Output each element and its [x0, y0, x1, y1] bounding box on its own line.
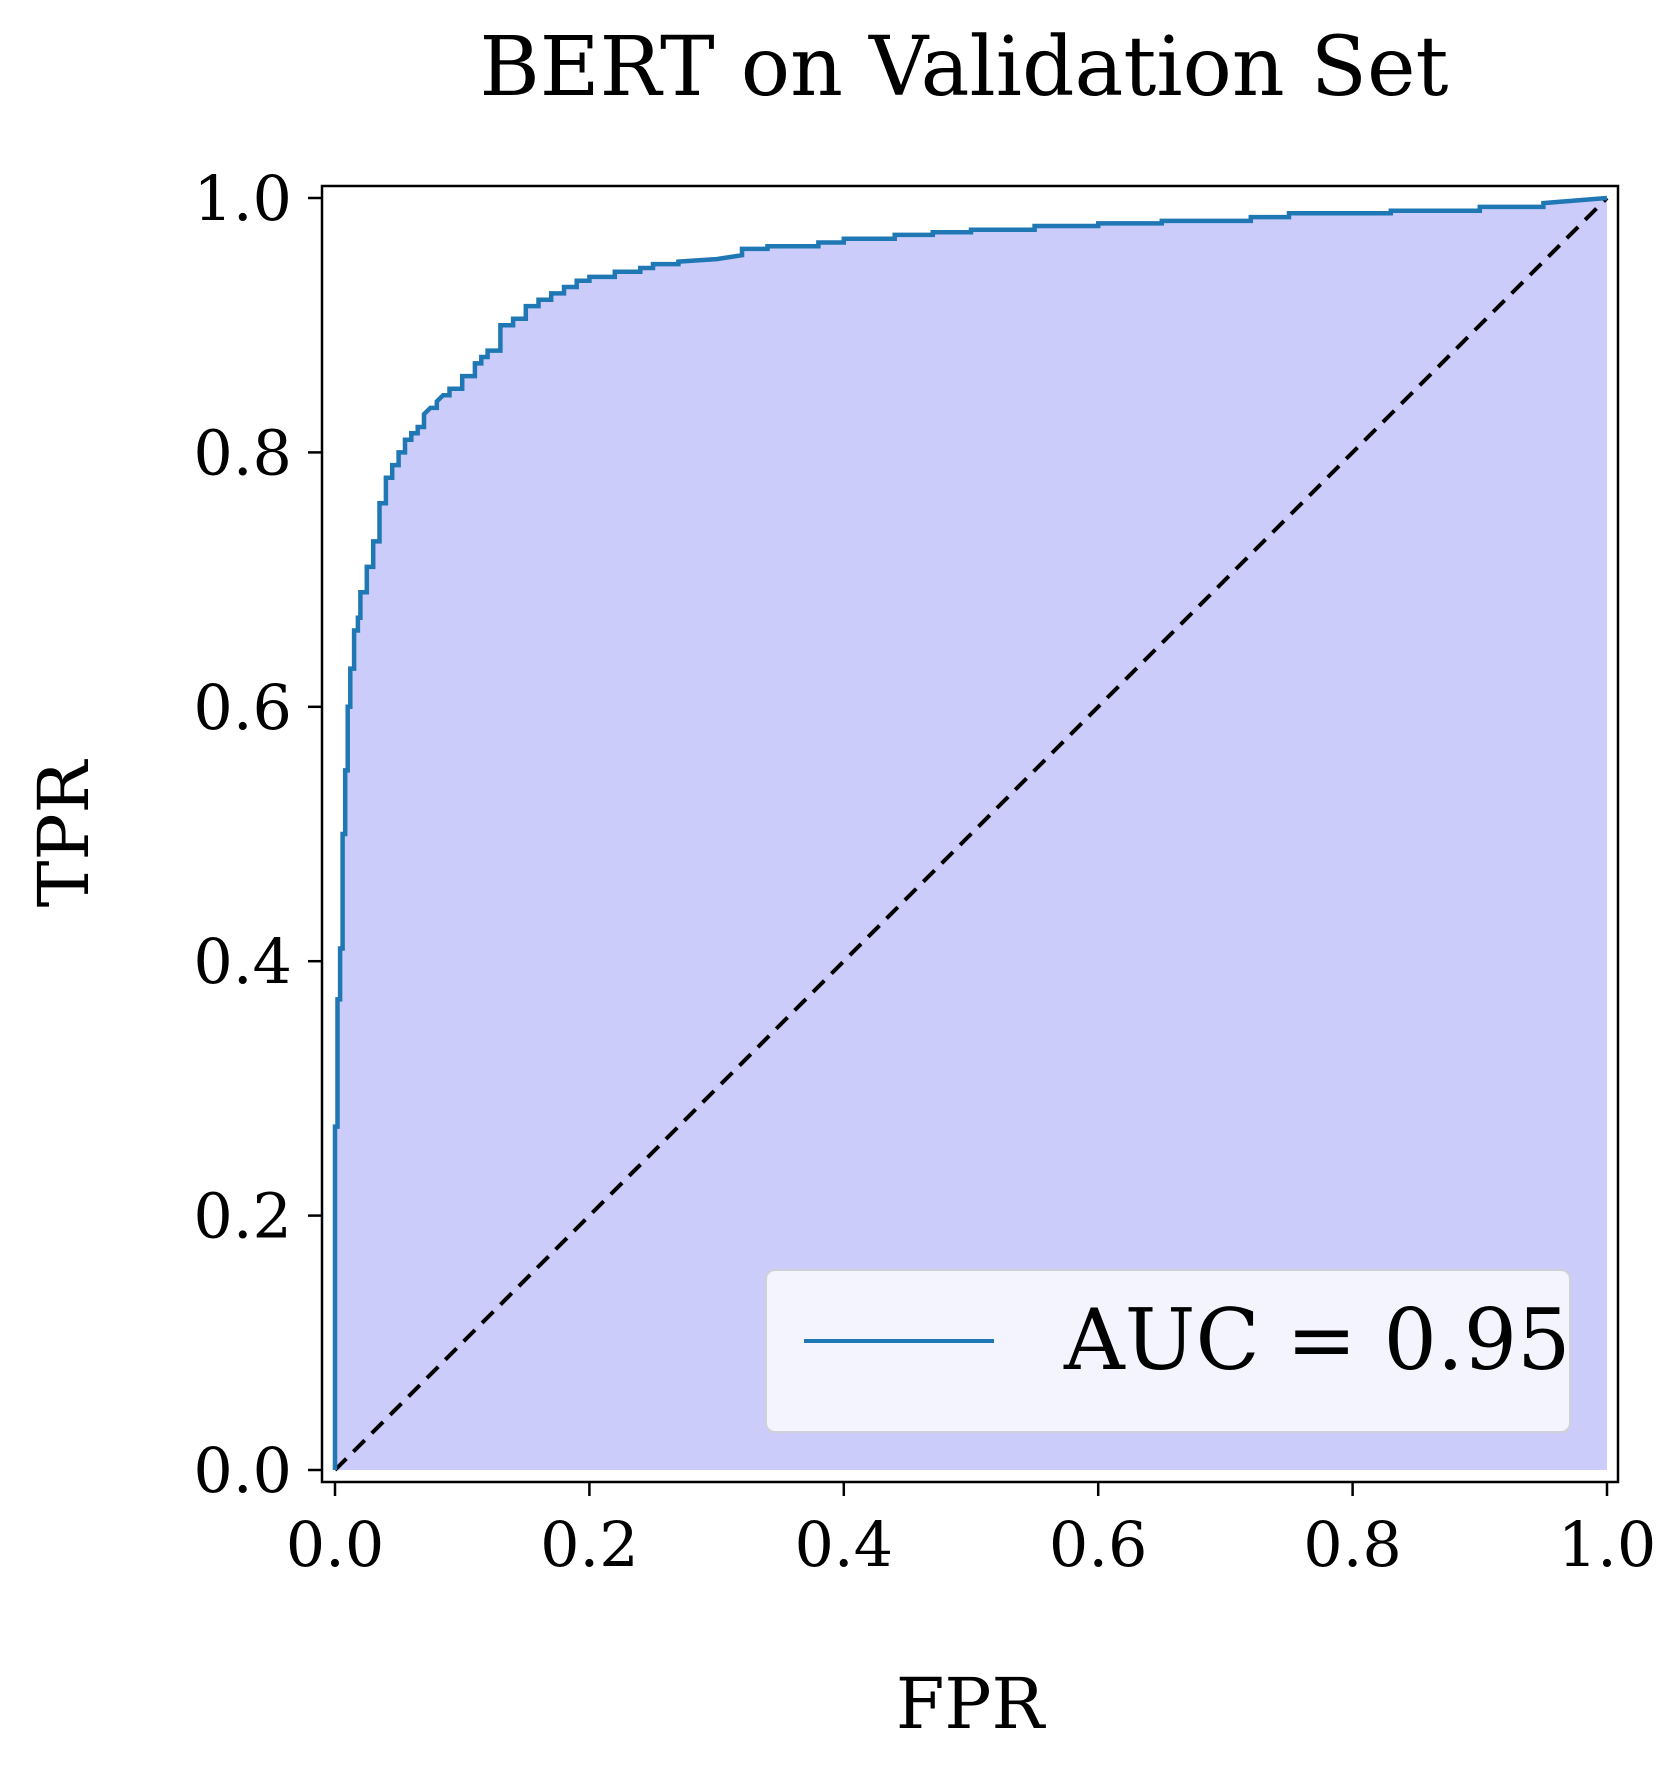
y-tick-label: 0.6	[193, 671, 292, 744]
legend-box	[765, 1269, 1571, 1433]
x-tick-label: 0.4	[794, 1508, 893, 1581]
axes-frame	[320, 184, 1620, 1484]
x-tick-label: 0.8	[1303, 1508, 1402, 1581]
x-tick-label: 0.0	[286, 1508, 385, 1581]
x-axis-label: FPR	[896, 1663, 1047, 1745]
roc-curve-line	[332, 195, 1608, 1470]
chance-diagonal-line	[333, 196, 1609, 1472]
x-axis: 0.0 0.2 0.4 0.6 0.8 1.0	[286, 1482, 1657, 1581]
x-tick-label: 0.2	[540, 1508, 639, 1581]
y-tick-label: 0.4	[193, 925, 292, 998]
x-tick-label: 0.6	[1049, 1508, 1148, 1581]
y-tick-label: 0.8	[193, 416, 292, 489]
y-tick-label: 0.0	[193, 1434, 292, 1507]
chart-title: BERT on Validation Set	[480, 20, 1449, 115]
y-tick-label: 1.0	[193, 162, 292, 235]
legend: AUC = 0.95	[765, 1269, 1571, 1433]
x-tick-label: 1.0	[1558, 1508, 1657, 1581]
y-axis-label: TPR	[23, 758, 105, 907]
legend-label: AUC = 0.95	[1063, 1291, 1571, 1389]
y-tick-label: 0.2	[193, 1180, 292, 1253]
y-axis: 0.0 0.2 0.4 0.6 0.8 1.0	[193, 162, 322, 1507]
plot-area	[332, 195, 1609, 1472]
